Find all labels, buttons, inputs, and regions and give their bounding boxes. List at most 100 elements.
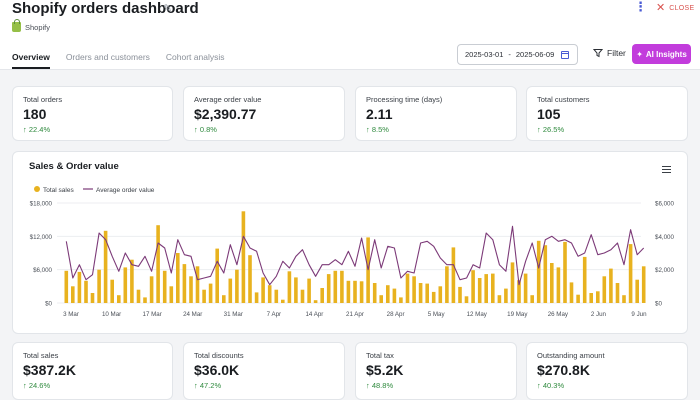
arrow-up-icon: ↑	[366, 381, 372, 390]
bar-total-sales	[431, 291, 436, 303]
bar-total-sales	[569, 282, 574, 303]
bar-total-sales	[287, 271, 292, 303]
page-title: Shopify orders dashboard	[12, 0, 199, 17]
arrow-up-icon: ↑	[537, 125, 543, 134]
bar-total-sales	[130, 259, 134, 303]
bar-total-sales	[491, 273, 495, 303]
x-tick-label: 5 May	[428, 311, 446, 318]
close-button[interactable]: ✕ CLOSE	[656, 2, 694, 14]
kpi-label: Average order value	[194, 95, 262, 104]
bar-total-sales	[392, 288, 397, 303]
filter-label: Filter	[607, 48, 626, 58]
ai-insights-label: AI Insights	[645, 49, 687, 59]
bar-total-sales	[563, 241, 567, 303]
kpi-label: Processing time (days)	[366, 95, 443, 104]
kpi-outstanding-amount: Outstanding amount $270.8K ↑ 40.3%	[526, 342, 688, 400]
bar-total-sales	[90, 293, 95, 303]
y-tick-label-left: $18,000	[30, 201, 53, 208]
legend-aov-label: Average order value	[96, 187, 155, 194]
bar-total-sales	[189, 276, 193, 303]
sparkle-icon: ✦	[636, 49, 643, 59]
bar-total-sales	[333, 270, 338, 303]
tab-cohort-analysis[interactable]: Cohort analysis	[165, 52, 225, 62]
edit-icon[interactable]: ✎	[163, 3, 173, 15]
y-tick-label-left: $0	[45, 301, 52, 308]
more-options-icon[interactable]: ⋮	[634, 0, 647, 14]
bar-total-sales	[471, 270, 475, 303]
sales-order-value-chart-card: Sales & Order value Total sales Average o…	[12, 151, 688, 334]
bar-total-sales	[386, 285, 390, 303]
x-tick-label: 2 Jun	[591, 311, 607, 318]
bar-total-sales	[536, 240, 541, 303]
kpi-label: Total tax	[366, 351, 394, 360]
bar-total-sales	[517, 280, 521, 303]
dashboard-header: Shopify orders dashboard ✎ Shopify ⋮ ✕ C…	[0, 0, 700, 70]
bar-total-sales	[576, 294, 580, 303]
bar-total-sales	[182, 264, 187, 303]
bar-total-sales	[412, 276, 416, 303]
arrow-up-icon: ↑	[23, 125, 29, 134]
kpi-value: $2,390.77	[194, 106, 257, 122]
kpi-value: $387.2K	[23, 362, 76, 378]
bar-total-sales	[84, 280, 88, 303]
bar-total-sales	[294, 277, 298, 303]
bar-total-sales	[340, 270, 344, 303]
x-tick-label: 28 Apr	[387, 311, 405, 318]
x-tick-label: 9 Jun	[631, 311, 647, 318]
bar-total-sales	[635, 279, 639, 303]
kpi-value: $270.8K	[537, 362, 590, 378]
kpi-change: ↑ 22.4%	[23, 125, 51, 134]
arrow-up-icon: ↑	[23, 381, 29, 390]
bar-total-sales	[438, 286, 443, 303]
bar-total-sales	[254, 292, 259, 303]
kpi-label: Total sales	[23, 351, 59, 360]
kpi-label: Total orders	[23, 95, 63, 104]
bar-total-sales	[556, 267, 561, 303]
ai-insights-button[interactable]: ✦ AI Insights	[632, 44, 691, 64]
filter-button[interactable]: Filter	[593, 48, 626, 58]
bar-total-sales	[602, 276, 607, 303]
date-separator: -	[508, 50, 511, 59]
bar-total-sales	[589, 293, 593, 303]
bar-total-sales	[497, 295, 502, 303]
bar-total-sales	[117, 295, 121, 303]
bar-total-sales	[405, 273, 410, 303]
tab-orders-and-customers[interactable]: Orders and customers	[65, 52, 150, 62]
x-tick-label: 10 Mar	[102, 311, 121, 318]
kpi-label: Total customers	[537, 95, 590, 104]
bar-total-sales	[530, 295, 534, 303]
kpi-label: Outstanding amount	[537, 351, 605, 360]
bar-total-sales	[425, 283, 429, 303]
bar-total-sales	[359, 281, 364, 303]
line-average-order-value	[65, 225, 645, 286]
bar-total-sales	[103, 230, 108, 303]
bar-total-sales	[622, 295, 626, 303]
bar-total-sales	[123, 267, 128, 303]
bar-total-sales	[464, 296, 469, 303]
bar-total-sales	[215, 248, 219, 303]
arrow-up-icon: ↑	[194, 125, 200, 134]
date-range-picker[interactable]: 2025-03-01 - 2025-06-09	[457, 44, 578, 65]
bar-total-sales	[477, 278, 482, 303]
chart-menu-icon[interactable]	[662, 166, 671, 173]
kpi-processing-time: Processing time (days) 2.11 ↑ 8.5%	[355, 86, 517, 141]
legend-total-sales-label: Total sales	[43, 187, 74, 194]
kpi-change: ↑ 47.2%	[194, 381, 222, 390]
bar-total-sales	[596, 291, 600, 303]
bar-total-sales	[228, 278, 233, 303]
kpi-change: ↑ 24.6%	[23, 381, 51, 390]
bar-total-sales	[523, 273, 528, 303]
bar-total-sales	[71, 286, 75, 303]
bar-total-sales	[353, 280, 357, 303]
bar-total-sales	[156, 225, 160, 303]
bar-total-sales	[241, 211, 246, 303]
kpi-total-customers: Total customers 105 ↑ 26.5%	[526, 86, 688, 141]
bar-total-sales	[176, 253, 180, 303]
date-end: 2025-06-09	[515, 50, 555, 59]
y-tick-label-right: $2,000	[655, 267, 674, 274]
close-icon: ✕	[656, 2, 666, 14]
bar-total-sales	[609, 268, 613, 303]
x-tick-label: 26 May	[548, 311, 569, 318]
x-tick-label: 21 Apr	[346, 311, 364, 318]
tab-overview[interactable]: Overview	[12, 52, 50, 69]
